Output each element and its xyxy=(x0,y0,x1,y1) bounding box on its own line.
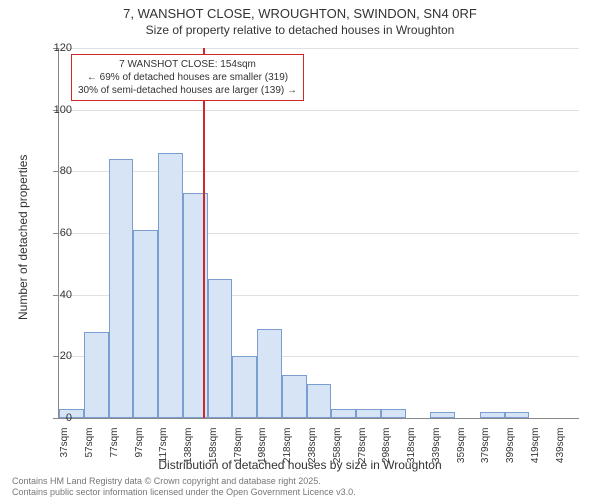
x-tick-label: 278sqm xyxy=(357,428,368,488)
callout-box: 7 WANSHOT CLOSE: 154sqm← 69% of detached… xyxy=(71,54,304,101)
y-tick-label: 120 xyxy=(42,42,72,54)
histogram-bar xyxy=(158,153,183,418)
histogram-bar xyxy=(356,409,381,418)
x-tick-label: 198sqm xyxy=(257,428,268,488)
x-tick-label: 238sqm xyxy=(307,428,318,488)
y-axis-title: Number of detached properties xyxy=(16,155,30,320)
x-tick-label: 158sqm xyxy=(208,428,219,488)
histogram-bar xyxy=(208,279,233,418)
x-tick-label: 399sqm xyxy=(505,428,516,488)
histogram-chart: 7 WANSHOT CLOSE: 154sqm← 69% of detached… xyxy=(58,48,579,419)
histogram-bar xyxy=(331,409,356,418)
y-tick-label: 20 xyxy=(42,350,72,362)
gridline xyxy=(59,48,579,49)
x-tick-label: 318sqm xyxy=(406,428,417,488)
x-tick-label: 379sqm xyxy=(480,428,491,488)
y-tick-label: 60 xyxy=(42,227,72,239)
histogram-bar xyxy=(257,329,282,418)
x-tick-label: 339sqm xyxy=(431,428,442,488)
histogram-bar xyxy=(430,412,455,418)
gridline xyxy=(59,110,579,111)
y-tick-label: 0 xyxy=(42,412,72,424)
x-tick-label: 298sqm xyxy=(381,428,392,488)
page-title: 7, WANSHOT CLOSE, WROUGHTON, SWINDON, SN… xyxy=(0,0,600,21)
x-tick-label: 37sqm xyxy=(59,428,70,488)
histogram-bar xyxy=(480,412,505,418)
callout-line3: 30% of semi-detached houses are larger (… xyxy=(78,84,297,97)
y-tick-label: 40 xyxy=(42,289,72,301)
x-tick-label: 258sqm xyxy=(332,428,343,488)
x-tick-label: 97sqm xyxy=(134,428,145,488)
x-tick-label: 138sqm xyxy=(183,428,194,488)
histogram-bar xyxy=(381,409,406,418)
x-tick-label: 57sqm xyxy=(84,428,95,488)
x-tick-label: 117sqm xyxy=(158,428,169,488)
histogram-bar xyxy=(232,356,257,418)
histogram-bar xyxy=(307,384,332,418)
histogram-bar xyxy=(133,230,158,418)
histogram-bar xyxy=(84,332,109,418)
histogram-bar xyxy=(505,412,530,418)
x-tick-label: 359sqm xyxy=(456,428,467,488)
callout-line1: 7 WANSHOT CLOSE: 154sqm xyxy=(78,58,297,71)
x-tick-label: 439sqm xyxy=(555,428,566,488)
x-tick-label: 419sqm xyxy=(530,428,541,488)
y-tick-label: 80 xyxy=(42,165,72,177)
histogram-bar xyxy=(282,375,307,418)
reference-line xyxy=(203,48,205,418)
histogram-bar xyxy=(109,159,134,418)
y-tick-label: 100 xyxy=(42,104,72,116)
x-tick-label: 77sqm xyxy=(109,428,120,488)
x-tick-label: 178sqm xyxy=(233,428,244,488)
x-tick-label: 218sqm xyxy=(282,428,293,488)
footer-line2: Contains public sector information licen… xyxy=(12,487,356,498)
gridline xyxy=(59,171,579,172)
page-subtitle: Size of property relative to detached ho… xyxy=(0,21,600,37)
callout-line2: ← 69% of detached houses are smaller (31… xyxy=(78,71,297,84)
